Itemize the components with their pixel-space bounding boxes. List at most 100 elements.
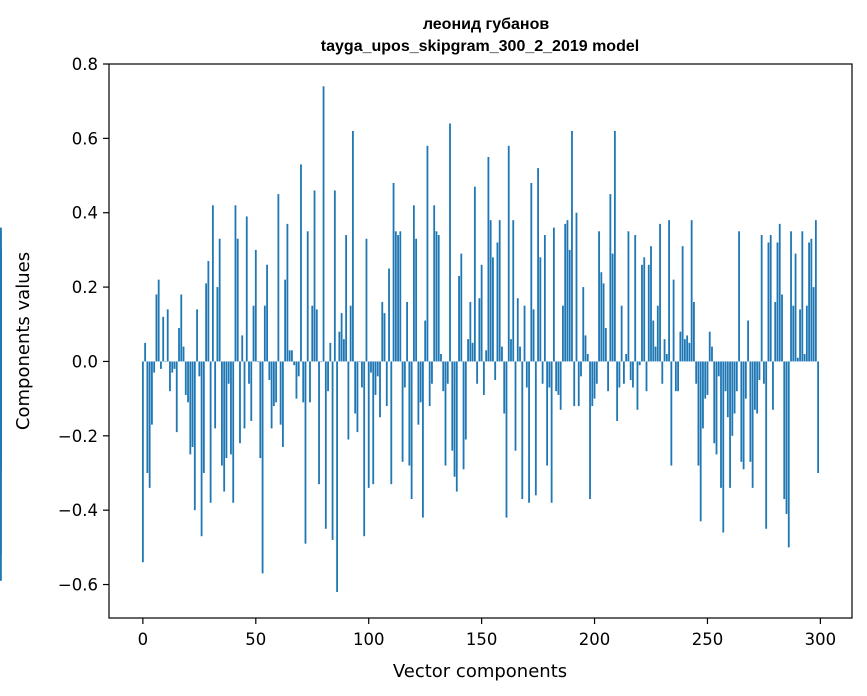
bar-283 [781, 294, 783, 362]
bar-111 [392, 182, 395, 362]
bar-239 [681, 246, 684, 362]
bar-18 [182, 346, 185, 362]
bar-173 [532, 309, 535, 362]
bar-200 [593, 361, 596, 399]
bar-255 [717, 361, 720, 377]
bar-47 [248, 361, 250, 384]
bar-69 [297, 361, 300, 377]
bar-259 [726, 361, 729, 418]
bar-6 [155, 294, 158, 362]
bar-204 [602, 283, 605, 362]
bar-16 [178, 327, 180, 362]
bar-190 [571, 130, 573, 362]
bar-66 [291, 350, 293, 362]
bar-42 [236, 238, 239, 362]
bar-45 [243, 361, 246, 429]
bar-142 [462, 361, 465, 470]
bar-230 [661, 361, 664, 384]
bar-107 [383, 313, 386, 362]
bar-238 [679, 331, 682, 362]
bar-129 [433, 205, 436, 362]
bar-207 [609, 194, 612, 362]
bar-27 [202, 361, 205, 473]
bar-139 [455, 361, 458, 492]
bar-209 [613, 130, 616, 362]
bar-112 [394, 231, 397, 362]
bar-269 [749, 361, 752, 462]
bar-90 [345, 235, 348, 362]
bar-43 [239, 361, 241, 444]
bar-124 [422, 361, 424, 518]
bar-251 [708, 331, 711, 362]
bar-1 [144, 342, 147, 362]
bar-52 [259, 361, 262, 459]
bar-147 [473, 186, 476, 362]
bar-253 [713, 361, 716, 444]
bar-157 [496, 242, 499, 362]
bar-36 [223, 361, 226, 492]
x-tick-label: 300 [805, 630, 837, 649]
bar-29 [207, 261, 210, 362]
bar-155 [492, 257, 494, 362]
y-tick-label: −0.2 [58, 427, 98, 446]
bar-198 [589, 361, 591, 500]
bar-108 [385, 361, 388, 407]
bar-293 [803, 354, 806, 362]
bar-55 [266, 264, 268, 362]
bar-121 [415, 238, 418, 362]
bar-297 [812, 287, 815, 362]
bar-158 [498, 220, 501, 362]
bar-113 [397, 235, 399, 362]
bar-188 [566, 220, 569, 362]
y-tick-label: 0.6 [72, 129, 98, 148]
bar-267 [744, 361, 747, 399]
bar-160 [503, 361, 506, 414]
bar-261 [731, 361, 734, 436]
bar-23 [193, 361, 196, 511]
bar-46 [245, 216, 248, 362]
bar-193 [577, 361, 580, 407]
bar-13 [171, 361, 174, 373]
bar-187 [564, 223, 567, 362]
bar-180 [548, 361, 551, 388]
x-tick-label: 100 [353, 630, 385, 649]
bar-168 [521, 361, 524, 500]
bar-138 [453, 361, 456, 477]
bar-227 [654, 346, 657, 362]
bar-115 [401, 361, 404, 462]
bar-56 [268, 361, 271, 381]
bar-104 [376, 361, 379, 377]
bar-270 [751, 361, 754, 488]
bar-148 [476, 361, 479, 384]
bar-201 [595, 361, 598, 384]
bar-88 [340, 313, 343, 362]
bar-220 [638, 361, 641, 366]
bar-235 [672, 279, 675, 362]
bar-244 [693, 301, 695, 362]
bar-54 [263, 305, 266, 362]
bar-243 [690, 220, 693, 362]
x-tick-label: 150 [466, 630, 498, 649]
bar-241 [686, 335, 689, 362]
bar-176 [539, 257, 542, 362]
bar-114 [399, 231, 402, 362]
bar-277 [767, 242, 770, 362]
bar-164 [512, 220, 515, 362]
bar-153 [487, 156, 490, 362]
bar-116 [403, 361, 406, 388]
bar-182 [552, 227, 555, 362]
bar-61 [279, 361, 282, 425]
bar-74 [309, 361, 311, 403]
bar-59 [275, 361, 278, 403]
x-axis-label: Vector components [393, 661, 567, 682]
bar-174 [534, 361, 537, 496]
bar-77 [315, 309, 318, 362]
bar-185 [559, 361, 562, 410]
bar-38 [227, 361, 230, 384]
bar-246 [697, 361, 700, 466]
y-axis-label: Components values [13, 252, 34, 430]
bar-106 [381, 301, 384, 362]
y-tick-label: 0.4 [72, 204, 98, 223]
chart-subtitle: tayga_upos_skipgram_300_2_2019 model [321, 38, 639, 55]
bar-51 [257, 361, 259, 363]
